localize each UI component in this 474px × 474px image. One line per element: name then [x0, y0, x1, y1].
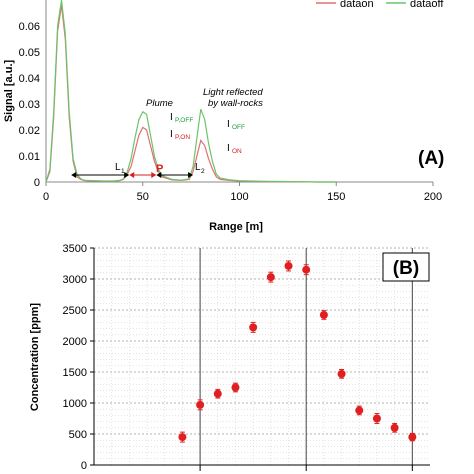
- panel-a-x-tick-label: 0: [43, 191, 49, 203]
- segment-l2-label: L 2: [195, 162, 205, 175]
- panel-a-x-ticks: 0 50 100 150 200: [43, 182, 442, 203]
- series-line-dataoff: [45, 0, 337, 183]
- panel-b-y-axis-label: Concentration [ppm]: [29, 303, 41, 411]
- panel-b-y-tick-label: 0: [81, 460, 87, 472]
- panel-b-grid: [94, 247, 430, 471]
- segment-l1-arrow-right: [124, 172, 130, 178]
- panel-a: 0 0.01 0.02 0.03 0.04 0.05 0.06 0 50 100 150 200 d…: [3, 0, 444, 233]
- segment-l1-arrow-left: [71, 172, 77, 178]
- data-point: [231, 383, 240, 392]
- i-poff-label: I P,OFF: [170, 112, 193, 124]
- panel-a-y-tick-label: 0.05: [19, 47, 40, 59]
- panel-b-y-tick-label: 3500: [63, 243, 87, 255]
- legend-label-dataon: dataon: [340, 0, 374, 10]
- panel-a-y-tick-label: 0.01: [19, 151, 40, 163]
- panel-b-y-tick-label: 2500: [63, 305, 87, 317]
- svg-text:OFF: OFF: [232, 124, 245, 131]
- svg-text:L: L: [115, 162, 121, 173]
- panel-a-x-tick-label: 200: [424, 191, 442, 203]
- data-point: [266, 273, 275, 282]
- panel-b: 0 500 1000 1500 2000 2500 3000 3500 (B) Concent…: [29, 243, 430, 472]
- panel-a-x-tick-label: 100: [230, 191, 248, 203]
- panel-b-y-tick-label: 1500: [63, 367, 87, 379]
- svg-text:ON: ON: [232, 148, 242, 155]
- panel-a-x-tick-label: 50: [137, 191, 149, 203]
- panel-a-y-axis-label: Signal [a.u.]: [3, 59, 15, 122]
- segment-p-label: P: [156, 163, 163, 175]
- svg-text:I: I: [227, 119, 230, 130]
- svg-text:I: I: [170, 129, 173, 140]
- panel-b-y-tick-label: 1000: [63, 398, 87, 410]
- panel-a-legend: dataon dataoff: [316, 0, 444, 10]
- svg-text:P,OFF: P,OFF: [175, 117, 193, 124]
- i-pon-label: I P,ON: [170, 129, 190, 141]
- panel-b-label-box: (B): [382, 252, 430, 282]
- panel-a-y-ticks: 0 0.01 0.02 0.03 0.04 0.05 0.06: [19, 21, 40, 189]
- reflected-annotation-line1: Light reflected: [203, 87, 263, 98]
- data-point: [196, 400, 205, 409]
- data-point: [319, 310, 328, 319]
- data-point: [355, 406, 364, 415]
- panel-b-y-tick-label: 500: [69, 429, 87, 441]
- data-point: [249, 323, 258, 332]
- segment-l2-arrow-left: [156, 172, 162, 178]
- panel-b-label: (B): [393, 258, 419, 279]
- segment-l2-arrow-right: [188, 172, 194, 178]
- legend-label-dataoff: dataoff: [410, 0, 444, 10]
- panel-a-label: (A): [418, 148, 444, 169]
- svg-text:2: 2: [201, 168, 205, 175]
- svg-text:P,ON: P,ON: [175, 134, 190, 141]
- panel-a-y-tick-label: 0.03: [19, 99, 40, 111]
- panel-b-y-tick-label: 3000: [63, 274, 87, 286]
- data-point: [408, 433, 417, 442]
- svg-text:I: I: [170, 112, 173, 123]
- panel-a-y-tick-label: 0.04: [19, 73, 40, 85]
- panel-a-y-tick-label: 0.02: [19, 125, 40, 137]
- data-point: [178, 433, 187, 442]
- panel-a-y-tick-label: 0: [34, 177, 40, 189]
- panel-a-series: [45, 0, 337, 183]
- svg-text:L: L: [195, 162, 201, 173]
- svg-text:I: I: [227, 143, 230, 154]
- i-off-label: I OFF: [227, 119, 245, 131]
- reflected-annotation-line2: by wall-rocks: [208, 98, 263, 109]
- data-point: [284, 261, 293, 270]
- panel-a-x-axis-label: Range [m]: [209, 221, 263, 233]
- segment-l1-label: L 1: [115, 162, 125, 175]
- panel-b-y-ticks: 0 500 1000 1500 2000 2500 3000 3500: [63, 243, 94, 472]
- data-point: [372, 414, 381, 423]
- plume-annotation: Plume: [146, 98, 173, 109]
- segment-p-arrow-right: [151, 172, 157, 178]
- panel-a-y-tick-label: 0.06: [19, 21, 40, 33]
- panel-a-segments: [71, 172, 194, 178]
- data-point: [390, 423, 399, 432]
- i-on-label: I ON: [227, 143, 242, 155]
- panel-b-y-tick-label: 2000: [63, 336, 87, 348]
- data-point: [337, 369, 346, 378]
- panel-b-points: [178, 260, 417, 443]
- series-line-dataon: [45, 5, 337, 183]
- svg-text:1: 1: [121, 168, 125, 175]
- panel-a-x-tick-label: 150: [327, 191, 345, 203]
- data-point: [302, 265, 311, 274]
- data-point: [213, 389, 222, 398]
- segment-p-arrow-left: [129, 172, 135, 178]
